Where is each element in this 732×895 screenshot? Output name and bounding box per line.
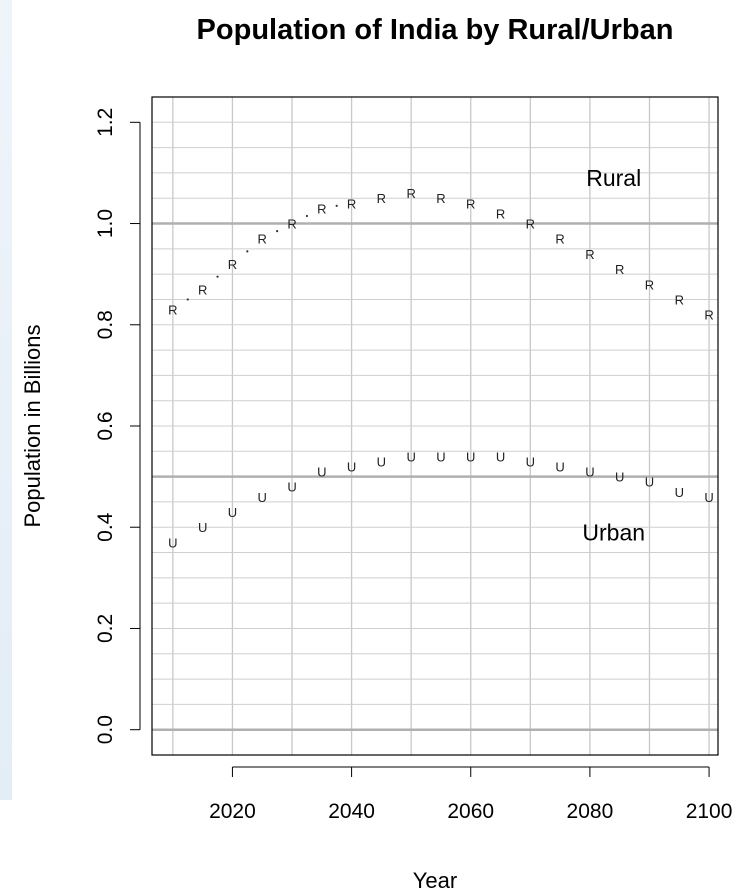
connector-dot — [216, 275, 219, 278]
data-point-u: U — [436, 449, 445, 464]
y-tick-label: 1.2 — [94, 108, 117, 137]
side-strip — [0, 0, 12, 800]
data-point-r: R — [168, 303, 177, 318]
data-point-r: R — [198, 282, 207, 297]
data-point-r: R — [675, 292, 684, 307]
data-point-u: U — [555, 459, 564, 474]
connector-dot — [186, 298, 189, 301]
y-axis: 0.0 0.2 0.4 0.6 0.8 1.0 1.2 — [94, 108, 141, 744]
grid — [152, 97, 718, 755]
connector-dots — [186, 204, 338, 301]
annotation-label: Urban — [582, 519, 645, 545]
data-point-u: U — [258, 490, 267, 505]
chart-title: Population of India by Rural/Urban — [196, 14, 674, 46]
reference-lines — [152, 222, 718, 731]
data-point-u: U — [585, 465, 594, 480]
y-tick-label: 0.4 — [94, 512, 117, 542]
x-tick-label: 2020 — [209, 800, 256, 823]
x-tick-label: 2060 — [447, 800, 494, 823]
data-point-r: R — [347, 196, 356, 211]
data-point-r: R — [258, 232, 267, 247]
annotation-label: Rural — [586, 165, 641, 191]
data-points: R R R R R R R R R R R R R R R R R R R U U U U U U U U U U U U U U U U U U U — [168, 186, 714, 550]
annotations: Rural Urban — [582, 165, 645, 545]
data-point-u: U — [228, 505, 237, 520]
x-tick-label: 2100 — [686, 800, 732, 823]
y-axis-title: Population in Billions — [20, 324, 45, 527]
data-point-u: U — [645, 475, 654, 490]
data-point-u: U — [168, 535, 177, 550]
data-point-u: U — [675, 485, 684, 500]
y-tick-label: 0.2 — [94, 614, 117, 643]
x-axis-title: Year — [413, 868, 457, 893]
data-point-r: R — [526, 217, 535, 232]
x-axis: 2020 2040 2060 2080 2100 — [209, 766, 732, 823]
data-point-r: R — [555, 232, 564, 247]
data-point-u: U — [287, 480, 296, 495]
data-point-u: U — [466, 449, 475, 464]
connector-dot — [305, 214, 309, 218]
data-point-r: R — [496, 206, 505, 221]
data-point-r: R — [466, 196, 475, 211]
x-tick-label: 2040 — [328, 800, 375, 823]
data-point-u: U — [406, 449, 415, 464]
data-point-r: R — [406, 186, 415, 201]
data-point-r: R — [287, 217, 296, 232]
data-point-r: R — [645, 277, 654, 292]
data-point-r: R — [585, 247, 594, 262]
data-point-u: U — [198, 520, 207, 535]
y-tick-label: 0.6 — [94, 411, 117, 440]
connector-dot — [335, 204, 338, 207]
x-tick-label: 2080 — [567, 800, 614, 823]
data-point-r: R — [377, 191, 386, 206]
data-point-u: U — [615, 470, 624, 485]
data-point-r: R — [317, 201, 326, 216]
y-tick-label: 1.0 — [94, 209, 117, 238]
data-point-r: R — [436, 191, 445, 206]
data-point-r: R — [704, 308, 713, 323]
connector-dot — [276, 230, 279, 233]
data-point-u: U — [317, 465, 326, 480]
data-point-u: U — [496, 449, 505, 464]
data-point-r: R — [228, 257, 237, 272]
data-point-u: U — [704, 490, 713, 505]
y-tick-label: 0.0 — [94, 715, 117, 744]
y-tick-label: 0.8 — [94, 310, 117, 339]
data-point-u: U — [347, 459, 356, 474]
data-point-u: U — [377, 454, 386, 469]
data-point-r: R — [615, 262, 624, 277]
plot-frame — [151, 96, 719, 756]
data-point-u: U — [526, 454, 535, 469]
connector-dot — [246, 250, 249, 253]
